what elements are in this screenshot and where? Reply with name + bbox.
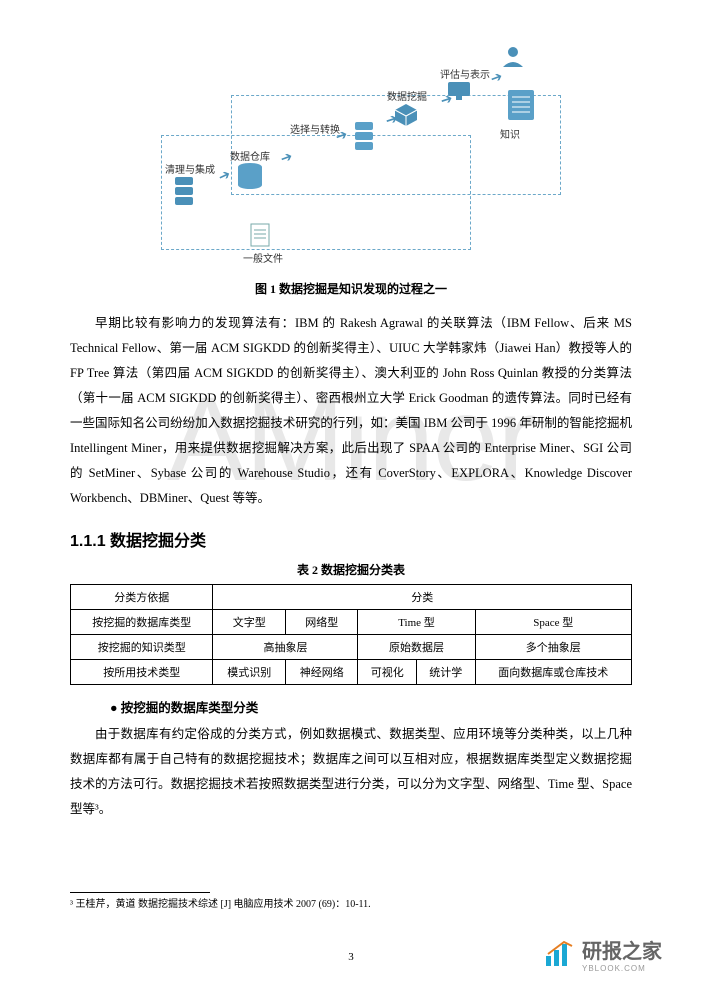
- bullet-heading: 按挖掘的数据库类型分类: [110, 697, 632, 716]
- table-cell: 网络型: [285, 610, 358, 635]
- section-heading: 1.1.1 数据挖掘分类: [70, 527, 632, 551]
- table-caption: 表 2 数据挖掘分类表: [70, 561, 632, 578]
- table-cell: 可视化: [358, 660, 417, 685]
- table-header-cell: 分类方依据: [71, 585, 213, 610]
- diagram-node: [506, 88, 536, 122]
- logo-text: 研报之家: [582, 935, 662, 964]
- classification-table: 分类方依据分类按挖掘的数据库类型文字型网络型Time 型Space 型按挖掘的知…: [70, 584, 632, 685]
- table-cell: 神经网络: [285, 660, 358, 685]
- table-cell: 高抽象层: [213, 635, 358, 660]
- diagram-node-label: 一般文件: [243, 250, 283, 265]
- table-header-cell: 分类: [213, 585, 632, 610]
- diagram-node-label: 数据挖掘: [387, 88, 427, 103]
- table-row-label: 按挖掘的数据库类型: [71, 610, 213, 635]
- table-row: 按挖掘的数据库类型文字型网络型Time 型Space 型: [71, 610, 632, 635]
- diagram-node-label: 评估与表示: [440, 66, 490, 81]
- diagram-node: [351, 120, 377, 152]
- table-cell: 统计学: [416, 660, 475, 685]
- logo-icon: [544, 940, 576, 968]
- figure-caption: 图 1 数据挖掘是知识发现的过程之一: [70, 280, 632, 297]
- figure-diagram: 清理与集成数据仓库一般文件选择与转换数据挖掘评估与表示知识➔➔➔➔➔➔: [141, 40, 561, 270]
- table-cell: Time 型: [358, 610, 475, 635]
- table-row-label: 按挖掘的知识类型: [71, 635, 213, 660]
- table-cell: Space 型: [475, 610, 632, 635]
- diagram-node-label: 清理与集成: [165, 161, 215, 176]
- table-cell: 原始数据层: [358, 635, 475, 660]
- diagram-node: [249, 222, 271, 248]
- footnote-text: ³ 王桂芹，黄道 数据挖掘技术综述 [J] 电脑应用技术 2007 (69)：1…: [70, 897, 632, 913]
- diagram-node: [501, 45, 525, 69]
- diagram-node: [236, 162, 264, 192]
- diagram-node-label: 选择与转换: [290, 121, 340, 136]
- diagram-arrow-icon: ➔: [488, 69, 505, 89]
- table-cell: 多个抽象层: [475, 635, 632, 660]
- table-row-label: 按所用技术类型: [71, 660, 213, 685]
- paragraph-2: 由于数据库有约定俗成的分类方式，例如数据模式、数据类型、应用环境等分类种类，以上…: [70, 722, 632, 822]
- table-row: 按挖掘的知识类型高抽象层原始数据层多个抽象层: [71, 635, 632, 660]
- footnote-rule: [70, 892, 210, 893]
- diagram-node: [171, 175, 197, 207]
- table-cell: 面向数据库或仓库技术: [475, 660, 632, 685]
- diagram-node-label: 数据仓库: [230, 148, 270, 163]
- table-cell: 文字型: [213, 610, 286, 635]
- footer-logo: 研报之家 YBLOOK.COM: [544, 935, 662, 973]
- paragraph-1: 早期比较有影响力的发现算法有：IBM 的 Rakesh Agrawal 的关联算…: [70, 311, 632, 511]
- page-content: 清理与集成数据仓库一般文件选择与转换数据挖掘评估与表示知识➔➔➔➔➔➔ 图 1 …: [70, 40, 632, 913]
- table-row: 按所用技术类型模式识别神经网络可视化统计学面向数据库或仓库技术: [71, 660, 632, 685]
- logo-subtext: YBLOOK.COM: [582, 964, 662, 973]
- diagram-node-label: 知识: [500, 126, 520, 141]
- table-cell: 模式识别: [213, 660, 286, 685]
